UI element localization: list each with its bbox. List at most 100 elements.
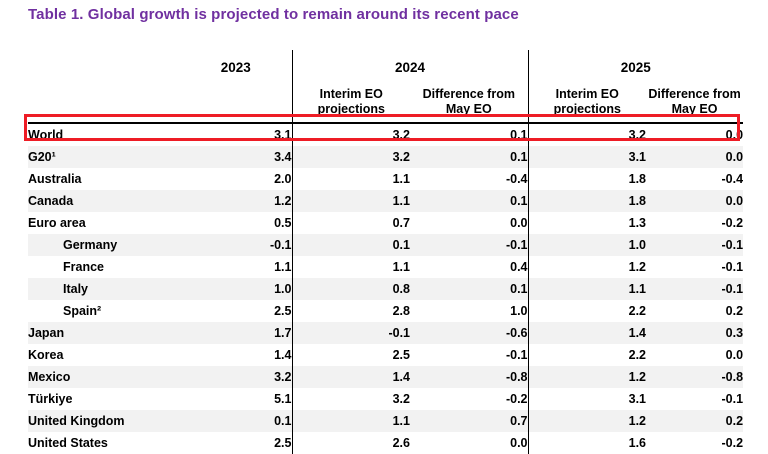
value-2025-interim-cell: 1.6 bbox=[527, 432, 647, 454]
value-2025-difference-cell: 0.2 bbox=[725, 303, 744, 318]
table-row: G20¹ 3.4 3.2 0.1 3.1 0.0 bbox=[28, 146, 744, 168]
value-2024-difference-cell: -0.8 bbox=[505, 369, 528, 384]
row-label-cell: France bbox=[63, 259, 104, 274]
value-2024-interim-cell: 0.8 bbox=[291, 278, 410, 300]
table-row: Türkiye 5.1 3.2 -0.2 3.1 -0.1 bbox=[28, 388, 743, 410]
value-2024-interim-cell: 3.2 bbox=[291, 123, 410, 146]
row-label-cell: Mexico bbox=[28, 369, 71, 384]
value-2024-difference-cell: 0.7 bbox=[510, 413, 528, 428]
row-label-cell: World bbox=[28, 127, 64, 142]
table-row: Japan 1.7 -0.1 -0.6 1.4 0.3 bbox=[28, 322, 744, 344]
row-label-cell: Italy bbox=[63, 281, 89, 296]
table-row: Canada 1.2 1.1 0.1 1.8 0.0 bbox=[28, 190, 744, 212]
value-2024-difference-cell: 0.1 bbox=[510, 281, 528, 296]
value-2025-difference-cell: 0.0 bbox=[725, 149, 744, 164]
subheader-row: Interim EO projections Difference from M… bbox=[28, 78, 744, 124]
value-2025-interim-cell: 2.2 bbox=[527, 344, 647, 366]
header-2023: 2023 bbox=[220, 60, 251, 76]
value-2025-interim-cell: 1.4 bbox=[527, 322, 647, 344]
value-2024-interim-cell: 1.4 bbox=[291, 366, 410, 388]
value-2024-interim-cell: 0.7 bbox=[291, 212, 410, 234]
value-2024-difference-cell: 0.4 bbox=[510, 259, 528, 274]
subheader-2025-interim: Interim EO projections bbox=[527, 78, 647, 124]
value-2024-interim-cell: 1.1 bbox=[291, 410, 410, 432]
value-2024-interim-cell: 1.1 bbox=[291, 168, 410, 190]
value-2025-difference-cell: -0.2 bbox=[721, 215, 744, 230]
table-row: United Kingdom 0.1 1.1 0.7 1.2 0.2 bbox=[28, 410, 744, 432]
value-2025-interim-cell: 3.2 bbox=[527, 123, 647, 146]
row-label-cell: Australia bbox=[28, 171, 82, 186]
table-row: Euro area 0.5 0.7 0.0 1.3 -0.2 bbox=[28, 212, 743, 234]
header-2025: 2025 bbox=[527, 50, 744, 78]
table-row: Spain² 2.5 2.8 1.0 2.2 0.2 bbox=[28, 300, 743, 322]
row-label-cell: Korea bbox=[28, 347, 64, 362]
row-label-cell: United Kingdom bbox=[28, 413, 125, 428]
subheader-2025-difference: Difference from May EO bbox=[646, 78, 744, 124]
value-2024-interim-cell: 2.6 bbox=[291, 432, 410, 454]
row-label-cell: Euro area bbox=[28, 215, 86, 230]
value-2024-interim-cell: -0.1 bbox=[291, 322, 410, 344]
row-label-cell: G20¹ bbox=[28, 149, 56, 164]
corner-cell bbox=[28, 50, 180, 78]
subheader-2024-interim: Interim EO projections bbox=[291, 78, 410, 124]
table-row: Australia 2.0 1.1 -0.4 1.8 -0.4 bbox=[28, 168, 743, 190]
row-label-cell: United States bbox=[28, 435, 108, 450]
value-2024-interim-cell: 0.1 bbox=[291, 234, 410, 256]
value-2024-interim-cell: 1.1 bbox=[291, 190, 410, 212]
table-body: World 3.1 3.2 0.1 3.2 0.0 G20¹ 3.4 3.2 0.1 3.1 0.0 A… bbox=[28, 123, 744, 454]
value-2024-difference-cell: 0.0 bbox=[510, 435, 528, 450]
value-2025-difference-cell: -0.1 bbox=[721, 237, 744, 252]
value-2025-interim-cell: 1.8 bbox=[527, 168, 647, 190]
subheader-2024-difference: Difference from May EO bbox=[410, 78, 529, 124]
page-title: Table 1. Global growth is projected to r… bbox=[28, 6, 519, 23]
value-2025-difference-cell: 0.2 bbox=[725, 413, 744, 428]
value-2024-difference-cell: -0.1 bbox=[505, 237, 528, 252]
value-2023-cell: 3.1 bbox=[274, 127, 292, 142]
value-2024-difference-cell: -0.1 bbox=[505, 347, 528, 362]
value-2025-difference-cell: -0.1 bbox=[721, 391, 744, 406]
value-2024-difference-cell: -0.2 bbox=[505, 391, 528, 406]
value-2025-difference-cell: -0.1 bbox=[721, 259, 744, 274]
value-2025-interim-cell: 3.1 bbox=[527, 146, 647, 168]
row-label-cell: Spain² bbox=[63, 303, 102, 318]
value-2025-difference-cell: -0.4 bbox=[721, 171, 744, 186]
value-2025-interim-cell: 1.0 bbox=[527, 234, 647, 256]
value-2023-cell: 0.5 bbox=[274, 215, 292, 230]
table-row: Germany -0.1 0.1 -0.1 1.0 -0.1 bbox=[28, 234, 744, 256]
year-header-row: 2023 2024 2025 bbox=[28, 50, 744, 78]
value-2025-difference-cell: 0.3 bbox=[725, 325, 744, 340]
value-2025-difference-cell: -0.2 bbox=[721, 435, 744, 450]
value-2024-difference-cell: 1.0 bbox=[510, 303, 528, 318]
value-2025-interim-cell: 1.8 bbox=[527, 190, 647, 212]
value-2025-interim-cell: 1.2 bbox=[527, 410, 647, 432]
value-2024-difference-cell: -0.4 bbox=[505, 171, 528, 186]
value-2025-interim-cell: 1.1 bbox=[527, 278, 647, 300]
value-2024-interim-cell: 3.2 bbox=[291, 146, 410, 168]
value-2025-interim-cell: 1.2 bbox=[527, 256, 647, 278]
value-2025-interim-cell: 1.2 bbox=[527, 366, 647, 388]
row-label-cell: Germany bbox=[63, 237, 118, 252]
value-2024-difference-cell: 0.0 bbox=[510, 215, 528, 230]
value-2024-interim-cell: 3.2 bbox=[291, 388, 410, 410]
empty-subheader-2023 bbox=[180, 78, 292, 124]
value-2023-cell: 2.5 bbox=[274, 435, 292, 450]
growth-table: 2023 2024 2025 Interim EO projections Di… bbox=[28, 50, 744, 454]
table-row: World 3.1 3.2 0.1 3.2 0.0 bbox=[28, 123, 743, 146]
value-2023-cell: 2.0 bbox=[274, 171, 292, 186]
value-2025-difference-cell: -0.8 bbox=[721, 369, 744, 384]
value-2023-cell: 1.0 bbox=[274, 281, 292, 296]
table-row: France 1.1 1.1 0.4 1.2 -0.1 bbox=[28, 256, 743, 278]
value-2023-cell: 0.1 bbox=[274, 413, 292, 428]
value-2024-difference-cell: 0.1 bbox=[510, 193, 528, 208]
table-row: Italy 1.0 0.8 0.1 1.1 -0.1 bbox=[28, 278, 744, 300]
value-2023-cell: 3.2 bbox=[274, 369, 292, 384]
value-2023-cell: -0.1 bbox=[269, 237, 292, 252]
value-2023-cell: 1.1 bbox=[274, 259, 292, 274]
header-2024: 2024 bbox=[291, 50, 529, 78]
value-2023-cell: 1.4 bbox=[274, 347, 292, 362]
value-2024-difference-cell: -0.6 bbox=[505, 325, 528, 340]
table-row: Korea 1.4 2.5 -0.1 2.2 0.0 bbox=[28, 344, 743, 366]
row-label-cell: Canada bbox=[28, 193, 74, 208]
value-2023-cell: 1.2 bbox=[274, 193, 292, 208]
value-2024-interim-cell: 1.1 bbox=[291, 256, 410, 278]
